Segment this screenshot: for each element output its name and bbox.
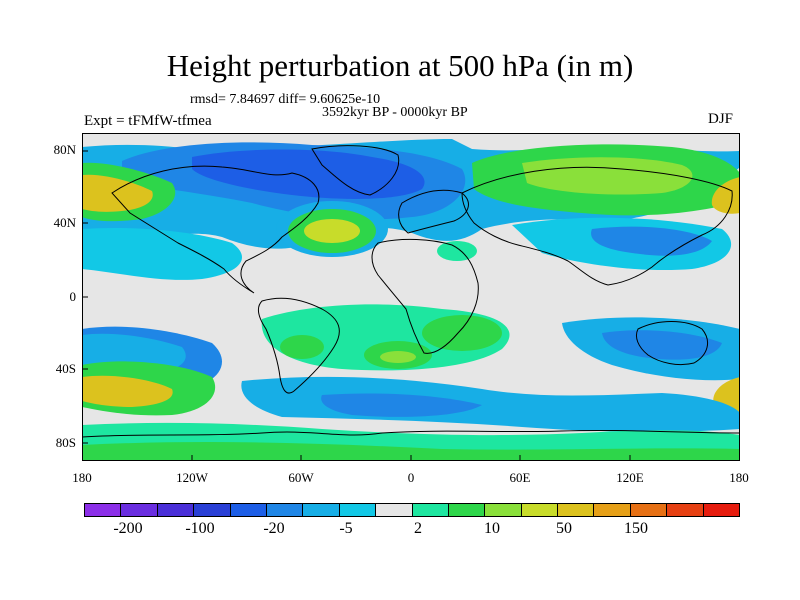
lat-label-80s: 80S — [55, 435, 76, 450]
colorbar-swatch — [667, 504, 704, 516]
colorbar-swatch — [121, 504, 158, 516]
coast-north-america — [111, 165, 320, 294]
colorbar-swatch — [376, 504, 413, 516]
colorbar-swatch — [266, 504, 304, 516]
contour-asia-core — [522, 157, 693, 195]
contour-sindian-core — [602, 330, 722, 360]
contour-sindian-blob — [422, 315, 502, 351]
colorbar-swatch — [157, 504, 195, 516]
contour-nwpacific-core — [591, 226, 712, 256]
colorbar-swatch — [630, 504, 668, 516]
colorbar — [84, 503, 740, 517]
colorbar-label: 10 — [484, 520, 500, 537]
coast-asia — [461, 166, 733, 286]
map-panel — [82, 133, 740, 461]
colorbar-swatch — [594, 504, 631, 516]
experiment-label: Expt = tFMfW-tfmea — [84, 113, 212, 129]
contour-southern-ocean — [241, 376, 740, 432]
colorbar-swatch — [85, 504, 122, 516]
colorbar-swatch — [703, 504, 740, 516]
colorbar-label: 2 — [414, 520, 422, 537]
lat-label-80n: 80N — [53, 142, 76, 157]
colorbar-swatch — [521, 504, 559, 516]
colorbar-swatch — [303, 504, 340, 516]
colorbar-swatch — [194, 504, 231, 516]
contour-east-edge-high — [711, 177, 740, 214]
colorbar-swatch — [339, 504, 377, 516]
contour-south-atlantic-core1 — [280, 335, 324, 359]
colorbar-label: -5 — [339, 520, 353, 537]
colorbar-swatch — [448, 504, 486, 516]
season-label: DJF — [708, 111, 734, 127]
coast-antarctica — [82, 429, 740, 438]
map-ticks — [82, 150, 631, 461]
colorbar-label: 150 — [624, 520, 648, 537]
stats-label: rmsd= 7.84697 diff= 9.60625e-10 — [190, 92, 381, 107]
contour-africa-blob — [437, 241, 477, 261]
lon-label-180e: 180 — [729, 470, 749, 485]
colorbar-label: -200 — [113, 520, 143, 537]
contour-south-pole-core — [82, 442, 740, 461]
plot-title: Height perturbation at 500 hPa (in m) — [166, 48, 634, 83]
coast-south-america — [258, 297, 340, 394]
colorbar-swatch — [412, 504, 449, 516]
lon-label-60w: 60W — [288, 470, 314, 485]
contour-southern-ocean-core — [321, 393, 482, 417]
lat-label-40s: 40S — [55, 361, 76, 376]
lat-label-equator: 0 — [69, 289, 77, 304]
colorbar-swatch — [558, 504, 595, 516]
contour-midatlantic-core — [304, 219, 360, 243]
lon-label-120w: 120W — [176, 470, 208, 485]
lon-label-60e: 60E — [509, 470, 531, 485]
colorbar-label: -100 — [185, 520, 215, 537]
period-label: 3592kyr BP - 0000kyr BP — [322, 105, 468, 120]
lon-label-180w: 180 — [72, 470, 92, 485]
coastlines — [82, 145, 740, 438]
coast-europe — [398, 189, 469, 234]
contour-npacific-low — [82, 227, 242, 280]
colorbar-label: 50 — [556, 520, 572, 537]
colorbar-swatch — [230, 504, 267, 516]
contour-atlantic-core — [192, 149, 425, 199]
contour-south-atlantic-core3 — [380, 351, 416, 363]
coast-australia — [635, 321, 709, 366]
lon-label-120e: 120E — [616, 470, 644, 485]
coast-africa — [371, 238, 479, 354]
contour-spacific-core — [82, 375, 173, 407]
contour-west-pacific-core — [82, 174, 153, 212]
coast-greenland — [311, 145, 400, 196]
lat-label-40n: 40N — [53, 215, 76, 230]
lon-label-0: 0 — [407, 470, 415, 485]
colorbar-swatch — [485, 504, 522, 516]
colorbar-label: -20 — [263, 520, 285, 537]
